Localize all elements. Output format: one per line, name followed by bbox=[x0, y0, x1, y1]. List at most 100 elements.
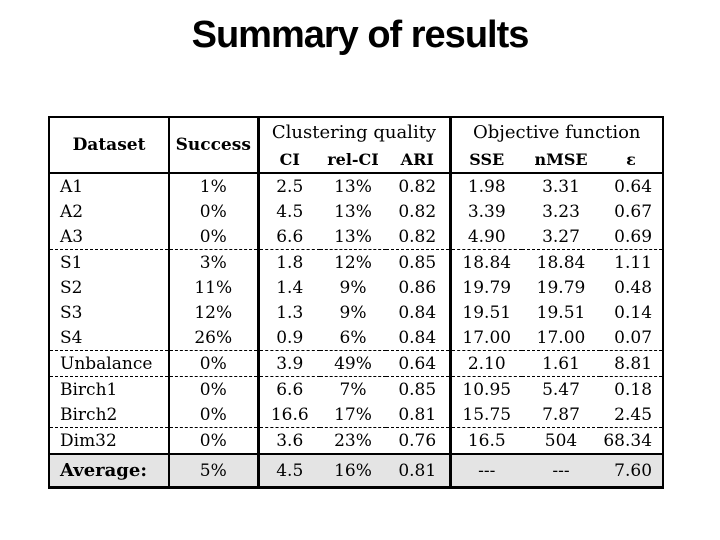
cell-sse: 15.75 bbox=[462, 404, 512, 425]
cell-ari: 0.84 bbox=[386, 300, 452, 325]
cell-dataset: Birch2 bbox=[49, 402, 170, 428]
cell-rel-ci: 13% bbox=[334, 176, 372, 197]
cell-rel-ci: 23% bbox=[320, 427, 386, 454]
cell-nmse: 18.84 bbox=[522, 249, 601, 275]
table-row: S4 26% 0.9 6% 0.84 17.00 17.00 0.07 bbox=[49, 325, 663, 351]
cell-nmse: 3.23 bbox=[542, 201, 580, 222]
cell-rel-ci: 7% bbox=[320, 376, 386, 402]
cell-epsilon: 2.45 bbox=[614, 404, 653, 425]
cell-success: 12% bbox=[169, 300, 260, 325]
average-row: Average: 5% 4.5 16% 0.81 --- --- 7.60 bbox=[49, 453, 664, 488]
cell-ci: 4.5 bbox=[276, 201, 304, 222]
cell-success: 0% bbox=[169, 427, 260, 454]
cell-nmse: 17.00 bbox=[536, 327, 586, 348]
cell-success: 5% bbox=[169, 453, 260, 488]
cell-epsilon: 0.48 bbox=[614, 277, 653, 298]
cell-epsilon: 0.14 bbox=[614, 302, 653, 323]
cell-success: 1% bbox=[169, 173, 260, 199]
cell-dataset: A2 bbox=[49, 199, 170, 224]
cell-ci: 16.6 bbox=[270, 404, 309, 425]
cell-nmse: 3.27 bbox=[542, 226, 580, 247]
cell-rel-ci: 17% bbox=[334, 404, 372, 425]
col-header-dataset: Dataset bbox=[49, 117, 170, 173]
header-sub-row: CI rel-CI ARI SSE nMSE ε bbox=[49, 146, 663, 173]
cell-rel-ci: 13% bbox=[334, 201, 372, 222]
col-header-ci: CI bbox=[279, 149, 300, 169]
cell-ci: 4.5 bbox=[258, 453, 320, 488]
cell-dataset: Average: bbox=[49, 453, 170, 488]
group-header-clustering-quality: Clustering quality bbox=[258, 117, 452, 146]
cell-epsilon: 0.67 bbox=[614, 201, 653, 222]
cell-sse: 17.00 bbox=[462, 327, 512, 348]
col-header-sse: SSE bbox=[469, 149, 505, 169]
cell-ci: 0.9 bbox=[276, 327, 304, 348]
cell-success: 11% bbox=[169, 275, 260, 300]
cell-epsilon: 7.60 bbox=[600, 453, 664, 488]
cell-nmse: 19.79 bbox=[536, 277, 586, 298]
cell-ari: 0.76 bbox=[386, 427, 452, 454]
cell-nmse: 1.61 bbox=[522, 350, 601, 377]
cell-ci: 3.6 bbox=[258, 427, 320, 454]
col-header-nmse: nMSE bbox=[534, 149, 588, 169]
cell-ci: 1.4 bbox=[276, 277, 304, 298]
cell-nmse: 3.31 bbox=[542, 176, 580, 197]
col-header-success: Success bbox=[169, 117, 260, 173]
col-header-rel-ci: rel-CI bbox=[327, 149, 379, 169]
group-header-objective-function: Objective function bbox=[473, 121, 641, 143]
cell-nmse: 5.47 bbox=[522, 376, 601, 402]
cell-sse: 4.90 bbox=[467, 226, 506, 247]
cell-ari: 0.81 bbox=[386, 402, 452, 428]
cell-dataset: Dim32 bbox=[49, 427, 170, 454]
cell-ari: 0.86 bbox=[386, 275, 452, 300]
cell-ari: 0.85 bbox=[386, 249, 452, 275]
cell-ci: 3.9 bbox=[258, 350, 320, 377]
cell-epsilon: 0.18 bbox=[600, 376, 664, 402]
cell-epsilon: 1.11 bbox=[600, 249, 664, 275]
cell-dataset: S1 bbox=[49, 249, 170, 275]
cell-sse: 16.5 bbox=[450, 427, 523, 454]
cell-ari: 0.84 bbox=[386, 325, 452, 351]
cell-rel-ci: 49% bbox=[320, 350, 386, 377]
cell-epsilon: 68.34 bbox=[600, 427, 664, 454]
cell-sse: 10.95 bbox=[450, 376, 523, 402]
cell-success: 0% bbox=[169, 402, 260, 428]
cell-epsilon: 0.64 bbox=[614, 176, 653, 197]
cell-success: 0% bbox=[169, 199, 260, 224]
cell-epsilon: 8.81 bbox=[600, 350, 664, 377]
cell-nmse: 7.87 bbox=[542, 404, 580, 425]
cell-ari: 0.85 bbox=[386, 376, 452, 402]
cell-ari: 0.81 bbox=[386, 453, 452, 488]
cell-dataset: Unbalance bbox=[49, 350, 170, 377]
cell-success: 0% bbox=[169, 350, 260, 377]
cell-rel-ci: 13% bbox=[334, 226, 372, 247]
cell-ari: 0.64 bbox=[386, 350, 452, 377]
table-header: Dataset Success Clustering quality Objec… bbox=[49, 117, 664, 173]
cell-ari: 0.82 bbox=[386, 224, 452, 250]
cell-success: 0% bbox=[169, 376, 260, 402]
cell-rel-ci: 9% bbox=[339, 302, 367, 323]
cell-sse: 19.79 bbox=[462, 277, 512, 298]
cell-nmse: --- bbox=[522, 453, 601, 488]
cell-dataset: A1 bbox=[49, 173, 170, 199]
cell-sse: --- bbox=[450, 453, 523, 488]
table-row: S1 3% 1.8 12% 0.85 18.84 18.84 1.11 bbox=[49, 249, 664, 275]
cell-ci: 6.6 bbox=[258, 376, 320, 402]
cell-nmse: 504 bbox=[522, 427, 601, 454]
cell-dataset: S4 bbox=[49, 325, 170, 351]
cell-rel-ci: 16% bbox=[320, 453, 386, 488]
cell-dataset: S3 bbox=[49, 300, 170, 325]
cell-sse: 2.10 bbox=[450, 350, 523, 377]
table-row: Dim32 0% 3.6 23% 0.76 16.5 504 68.34 bbox=[49, 427, 664, 454]
cell-nmse: 19.51 bbox=[536, 302, 586, 323]
cell-rel-ci: 6% bbox=[339, 327, 367, 348]
page-title: Summary of results bbox=[191, 14, 530, 56]
cell-success: 0% bbox=[169, 224, 260, 250]
cell-ci: 1.3 bbox=[276, 302, 304, 323]
table-row: S2 11% 1.4 9% 0.86 19.79 19.79 0.48 bbox=[49, 275, 663, 300]
results-table: Dataset Success Clustering quality Objec… bbox=[48, 116, 665, 489]
cell-sse: 18.84 bbox=[450, 249, 523, 275]
col-header-epsilon: ε bbox=[626, 149, 636, 169]
table-row: Unbalance 0% 3.9 49% 0.64 2.10 1.61 8.81 bbox=[49, 350, 664, 377]
cell-ari: 0.82 bbox=[386, 199, 452, 224]
cell-rel-ci: 12% bbox=[320, 249, 386, 275]
